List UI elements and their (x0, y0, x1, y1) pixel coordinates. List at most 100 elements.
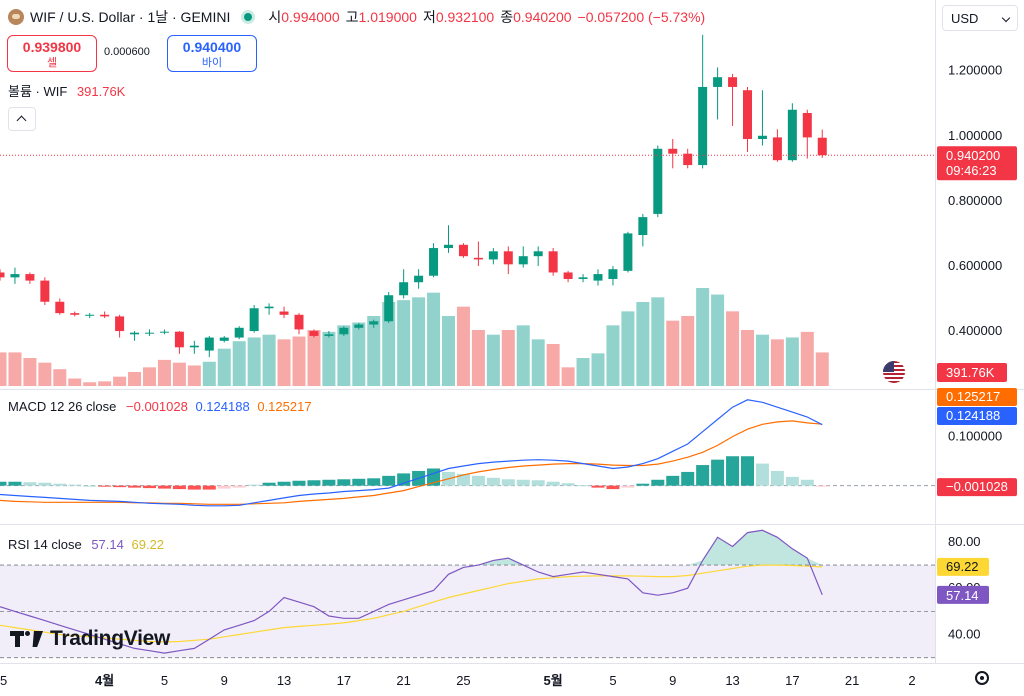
candle-body (234, 327, 244, 338)
volume-bar (0, 352, 7, 386)
macd-hist-bar (292, 480, 306, 486)
volume-bar (531, 339, 545, 386)
volume-bar (456, 306, 470, 386)
volume-bar (352, 322, 366, 386)
candle-body (548, 251, 558, 273)
macd-hist-bar (770, 470, 784, 486)
currency-value: USD (951, 11, 979, 26)
macd-hist-bar (0, 481, 7, 486)
macd-signal-line (0, 420, 823, 505)
candle-body (698, 86, 708, 166)
macd-hist-bar (68, 484, 82, 486)
volume-bar (546, 344, 560, 386)
macd-hist-bar (172, 485, 186, 490)
volume-bar (651, 297, 665, 386)
volume-bar (157, 359, 171, 386)
macd-hist-bar (471, 475, 485, 486)
candle-body (653, 148, 663, 214)
candle-body (55, 301, 65, 314)
macd-hist-bar (157, 485, 171, 489)
volume-bar (471, 330, 485, 386)
volume-bar (412, 297, 426, 386)
macd-hist-bar (501, 479, 515, 486)
volume-bar (442, 316, 455, 386)
macd-hist-badge-label: −0.001028 (946, 479, 1008, 494)
macd-hist-bar (232, 485, 246, 488)
volume-bar (68, 378, 82, 386)
macd-tick-label: 0.100000 (948, 429, 1002, 444)
spread-value: 0.000600 (104, 46, 150, 58)
time-tick-label: 17 (785, 673, 799, 688)
macd-hist-bar (636, 483, 650, 486)
price-tick-label: 1.200000 (948, 63, 1002, 78)
tradingview-logo[interactable]: TradingView (10, 627, 170, 651)
rsi-tick-label: 80.00 (948, 534, 981, 549)
time-tick-label: 13 (725, 673, 739, 688)
macd-hist-bar (352, 478, 366, 486)
candle-body (174, 331, 184, 348)
volume-bar (98, 381, 112, 386)
macd-hist-bar (38, 482, 52, 486)
rsi-badge-label: 57.14 (946, 588, 979, 603)
macd-hist-bar (128, 485, 142, 488)
sell-label: 셀 (46, 57, 58, 69)
volume-bar (815, 352, 829, 386)
volume-bar (591, 353, 605, 386)
macd-hist-bar (621, 485, 635, 488)
candle-body (309, 331, 319, 336)
macd-hist-bar (815, 485, 829, 487)
volume-bar (741, 330, 754, 386)
change-value: −0.057200 (−5.73%) (577, 9, 706, 25)
volume-bar (128, 372, 142, 386)
time-tick-label: 9 (669, 673, 676, 688)
symbol-title[interactable]: WIF / U.S. Dollar · 1날 · GEMINI (30, 9, 231, 25)
volume-legend: 볼륨 · WIF 391.76K (8, 81, 125, 100)
currency-select[interactable]: USD (942, 5, 1018, 31)
volume-bar (576, 358, 590, 386)
time-tick-label: 5 (609, 673, 616, 688)
volume-bar (397, 300, 411, 386)
rsi-line (0, 529, 823, 654)
candle-body (683, 153, 693, 166)
volume-bar (726, 311, 740, 386)
volume-bar (247, 337, 261, 386)
candle-body (130, 332, 140, 335)
tradingview-wordmark: TradingView (50, 627, 171, 650)
macd-hist-bar (367, 478, 381, 486)
macd-hist-bar (516, 479, 530, 486)
low-label: 저 (422, 9, 436, 25)
volume-bar (337, 325, 351, 386)
time-tick-label: 5월 (544, 673, 563, 688)
sell-button[interactable]: 0.939800 셀 (7, 35, 97, 72)
us-flag-icon[interactable] (883, 361, 905, 383)
buy-label: 바이 (201, 57, 223, 69)
buy-button[interactable]: 0.940400 바이 (167, 35, 257, 72)
macd-hist-bar (53, 483, 67, 486)
rsi-legend: RSI 14 close 57.14 69.22 (8, 537, 164, 552)
macd-hist-bar (262, 482, 276, 486)
macd-hist-bar (8, 481, 22, 486)
gear-icon[interactable] (975, 671, 989, 685)
macd-hist-bar (247, 484, 261, 486)
price-tick-label: 1.000000 (948, 128, 1002, 143)
candle-body (638, 217, 648, 236)
candle-body (817, 137, 827, 156)
candle-body (772, 137, 782, 161)
macd-legend-signal: 0.125217 (257, 399, 312, 414)
candle-body (115, 316, 125, 332)
volume-bar (262, 334, 276, 386)
macd-hist-bar (531, 480, 545, 486)
candle-body (578, 277, 588, 279)
macd-hist-bar (561, 483, 575, 486)
collapse-legend-button[interactable] (8, 107, 36, 131)
time-tick-label: 25 (456, 673, 470, 688)
symbol-header: WIF / U.S. Dollar · 1날 · GEMINI 시 0.99400… (8, 6, 705, 28)
macd-hist-bar (755, 463, 769, 486)
candle-body (294, 314, 304, 330)
tradingview-mark-icon (10, 629, 44, 649)
candle-body (533, 251, 543, 257)
volume-bar (202, 361, 216, 386)
macd-hist-bar (382, 475, 396, 486)
volume-bar (53, 369, 67, 386)
